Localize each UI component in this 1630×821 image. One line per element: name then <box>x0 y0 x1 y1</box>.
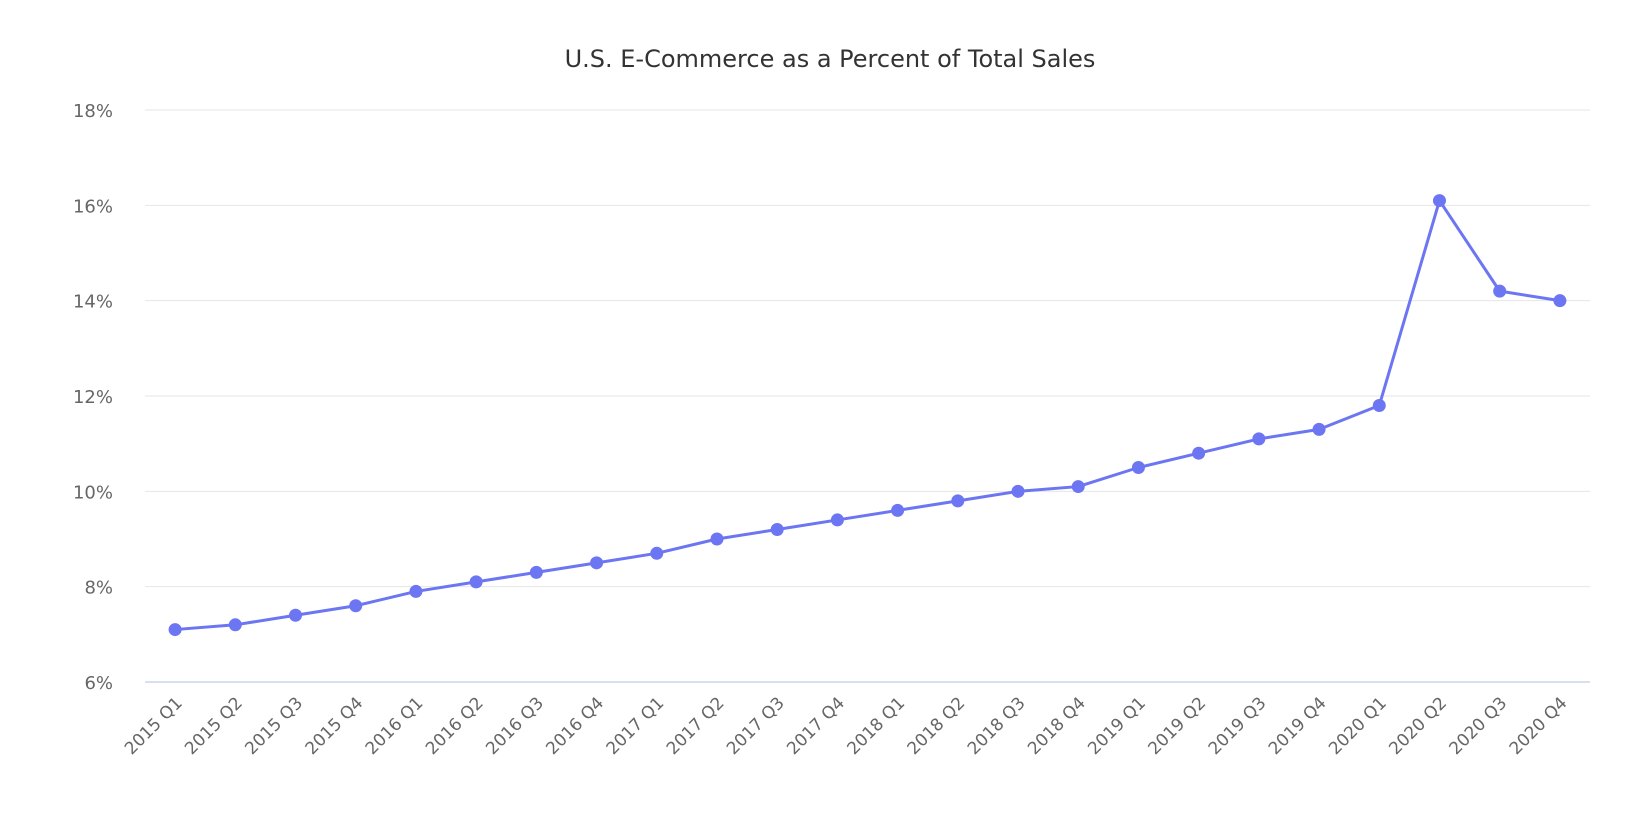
chart-title: U.S. E-Commerce as a Percent of Total Sa… <box>565 45 1096 73</box>
data-point[interactable] <box>1071 480 1085 494</box>
x-tick-label: 2019 Q3 <box>1205 693 1271 759</box>
y-tick-label: 14% <box>73 292 113 313</box>
data-point[interactable] <box>289 608 303 622</box>
data-point[interactable] <box>349 599 363 613</box>
data-point[interactable] <box>1011 484 1025 498</box>
x-tick-label: 2016 Q3 <box>482 693 548 759</box>
x-tick-label: 2015 Q1 <box>121 693 187 759</box>
data-point[interactable] <box>770 522 784 536</box>
data-point[interactable] <box>1312 422 1326 436</box>
x-tick-label: 2020 Q1 <box>1325 693 1391 759</box>
x-tick-label: 2017 Q1 <box>603 693 669 759</box>
y-tick-label: 18% <box>73 101 113 122</box>
x-tick-label: 2019 Q4 <box>1265 693 1331 759</box>
x-tick-label: 2018 Q2 <box>904 693 970 759</box>
data-point[interactable] <box>710 532 724 546</box>
y-tick-label: 8% <box>84 578 113 599</box>
y-tick-label: 6% <box>84 673 113 694</box>
data-point[interactable] <box>168 623 182 637</box>
x-tick-label: 2019 Q2 <box>1145 693 1211 759</box>
x-tick-label: 2015 Q2 <box>181 693 247 759</box>
x-tick-label: 2020 Q2 <box>1385 693 1451 759</box>
data-point[interactable] <box>469 575 483 589</box>
data-point[interactable] <box>1553 294 1567 308</box>
y-tick-label: 12% <box>73 387 113 408</box>
data-point[interactable] <box>650 546 664 560</box>
data-point[interactable] <box>1192 446 1206 460</box>
data-point[interactable] <box>409 584 423 598</box>
y-tick-label: 16% <box>73 196 113 217</box>
series <box>168 194 1567 637</box>
data-point[interactable] <box>891 503 905 517</box>
x-tick-label: 2015 Q4 <box>302 693 368 759</box>
x-tick-label: 2016 Q2 <box>422 693 488 759</box>
x-tick-label: 2016 Q4 <box>542 693 608 759</box>
data-point[interactable] <box>1372 399 1386 413</box>
x-tick-label: 2017 Q4 <box>783 693 849 759</box>
series-line <box>173 199 1562 632</box>
data-point[interactable] <box>1432 194 1446 208</box>
y-axis: 6% 8% 10% 12% 14% 16% 18% <box>73 101 113 694</box>
data-point[interactable] <box>590 556 604 570</box>
data-point[interactable] <box>529 565 543 579</box>
x-tick-label: 2020 Q4 <box>1506 693 1572 759</box>
data-point[interactable] <box>228 618 242 632</box>
x-tick-label: 2018 Q4 <box>1024 693 1090 759</box>
x-tick-label: 2018 Q1 <box>843 693 909 759</box>
x-tick-label: 2017 Q2 <box>663 693 729 759</box>
x-tick-label: 2017 Q3 <box>723 693 789 759</box>
data-point[interactable] <box>1131 461 1145 474</box>
x-tick-label: 2019 Q1 <box>1084 693 1150 759</box>
y-tick-label: 10% <box>73 482 113 503</box>
x-tick-label: 2018 Q3 <box>964 693 1030 759</box>
x-tick-label: 2020 Q3 <box>1446 693 1512 759</box>
grid-lines <box>145 109 1590 588</box>
data-point[interactable] <box>951 494 965 508</box>
x-tick-label: 2015 Q3 <box>241 693 307 759</box>
data-point[interactable] <box>830 513 844 527</box>
data-point[interactable] <box>1252 432 1266 446</box>
data-point[interactable] <box>1493 284 1507 298</box>
x-tick-label: 2016 Q1 <box>362 693 428 759</box>
